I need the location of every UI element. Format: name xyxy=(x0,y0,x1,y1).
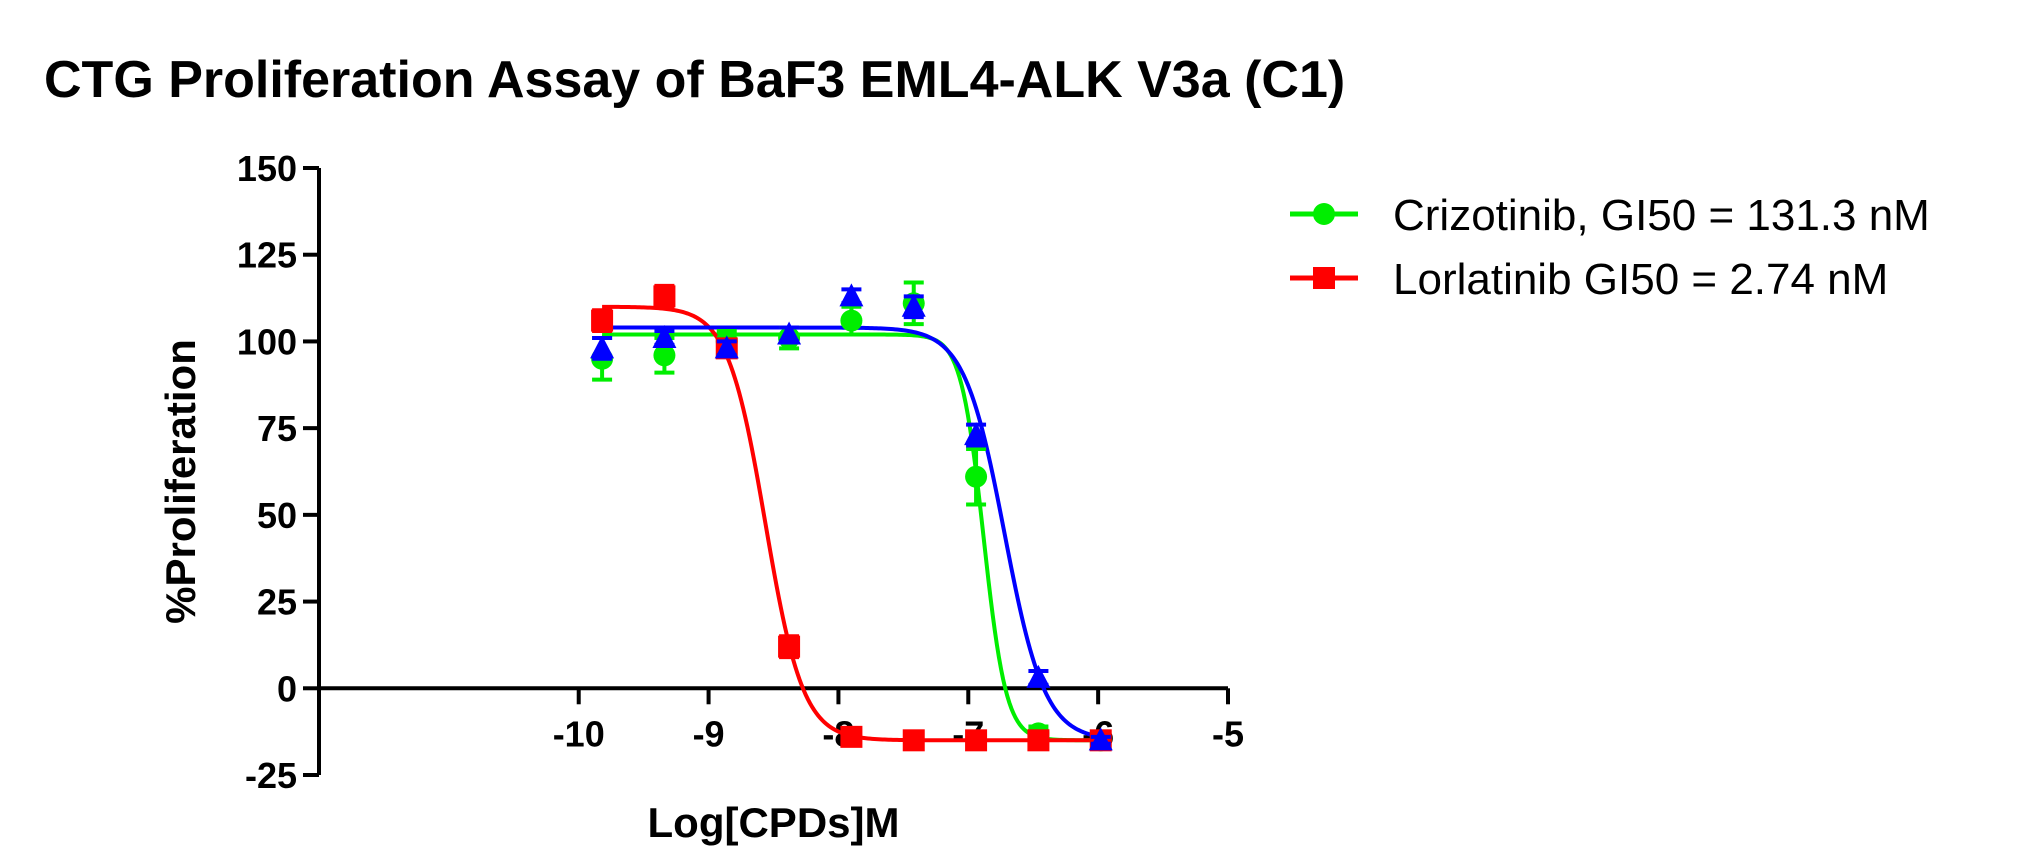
legend-item-1: Crizotinib, GI50 = 131.3 nM xyxy=(1290,191,1930,240)
legend-item-2: Lorlatinib GI50 = 2.74 nM xyxy=(1290,255,1888,304)
legend-label: Crizotinib, GI50 = 131.3 nM xyxy=(1393,191,1930,240)
y-tick-label: 50 xyxy=(257,495,297,536)
data-point xyxy=(652,324,677,348)
data-point xyxy=(591,309,614,332)
data-point xyxy=(839,283,864,307)
series-3-points xyxy=(590,283,1113,751)
fit-curve-3 xyxy=(602,325,1102,739)
y-tick-label: -25 xyxy=(245,755,297,796)
legend-label: Lorlatinib GI50 = 2.74 nM xyxy=(1393,255,1888,304)
y-tick-label: 25 xyxy=(257,582,297,623)
data-points xyxy=(590,280,1113,752)
data-point xyxy=(653,344,676,367)
data-point xyxy=(964,422,989,446)
y-tick-label: 150 xyxy=(237,148,297,189)
data-point xyxy=(777,321,802,345)
fit-curves xyxy=(602,304,1102,743)
y-tick-label: 100 xyxy=(237,321,297,362)
data-point xyxy=(590,335,615,359)
data-point xyxy=(714,335,739,359)
x-tick-label: -5 xyxy=(1212,713,1244,754)
data-point xyxy=(1088,727,1113,751)
x-axis-label: Log[CPDs]M xyxy=(648,799,900,846)
data-point xyxy=(1026,664,1051,688)
fit-curve-1 xyxy=(602,332,1101,743)
data-point xyxy=(902,729,925,752)
y-tick-label: 75 xyxy=(257,408,297,449)
data-point xyxy=(778,635,801,658)
data-point xyxy=(840,309,863,332)
x-tick-label: -10 xyxy=(553,713,605,754)
data-point xyxy=(965,465,988,488)
y-tick-label: 125 xyxy=(237,235,297,276)
data-point xyxy=(965,729,988,752)
x-tick-label: -9 xyxy=(693,713,725,754)
chart-title: CTG Proliferation Assay of BaF3 EML4-ALK… xyxy=(44,51,1345,109)
legend: Crizotinib, GI50 = 131.3 nM Lorlatinib GI… xyxy=(1290,191,1930,304)
data-point xyxy=(1027,729,1050,752)
fit-curve-2 xyxy=(602,304,1101,743)
y-tick-label: 0 xyxy=(277,668,297,709)
series-2-points xyxy=(591,283,1112,752)
data-point xyxy=(840,725,863,748)
data-point xyxy=(653,285,676,308)
legend-marker xyxy=(1313,203,1335,225)
data-point xyxy=(901,293,926,317)
y-axis-label: %Proliferation xyxy=(157,339,204,624)
legend-marker xyxy=(1313,267,1335,289)
